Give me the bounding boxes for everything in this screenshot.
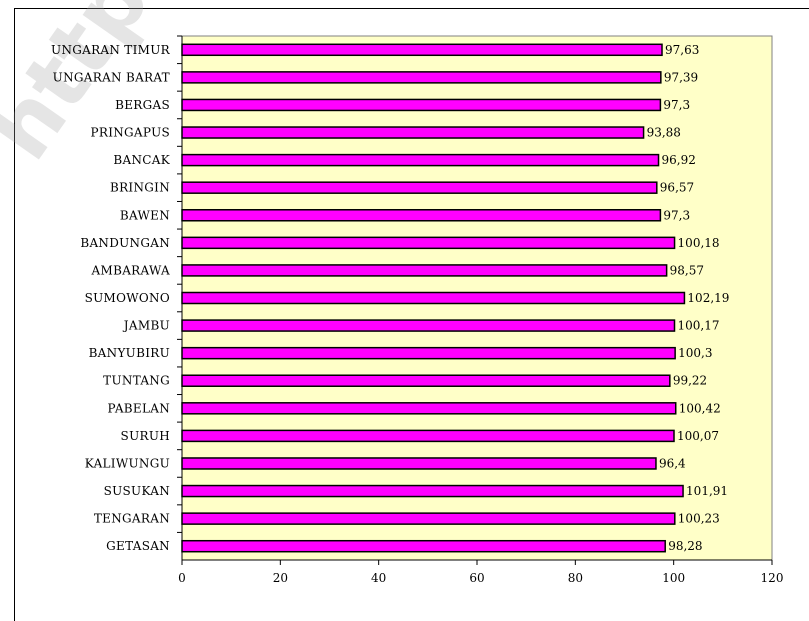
- value-label: 97,3: [663, 208, 690, 222]
- category-label: TENGARAN: [94, 512, 170, 526]
- category-label: GETASAN: [106, 539, 170, 553]
- category-label: BRINGIN: [110, 181, 170, 195]
- value-label: 100,07: [677, 429, 719, 443]
- value-label: 97,39: [664, 70, 698, 84]
- value-label: 96,4: [659, 456, 686, 470]
- x-tick-label: 40: [371, 571, 386, 585]
- category-label: SUSUKAN: [104, 484, 170, 498]
- category-label: TUNTANG: [103, 374, 170, 388]
- category-label: KALIWUNGU: [85, 456, 170, 470]
- category-label: PABELAN: [108, 401, 170, 415]
- category-label: JAMBU: [122, 319, 170, 333]
- category-label: BAWEN: [120, 208, 170, 222]
- bar-ungaran-barat: [181, 71, 662, 84]
- category-label: BANCAK: [113, 153, 170, 167]
- labels-group: UNGARAN TIMUR 97,63 UNGARAN BARAT 97,39 BERG…: [51, 35, 729, 553]
- bar-bringin: [181, 181, 658, 194]
- category-label: BERGAS: [115, 98, 170, 112]
- value-label: 100,42: [679, 401, 721, 415]
- category-label: UNGARAN TIMUR: [51, 43, 171, 57]
- bar-sumowono: [181, 291, 686, 305]
- bar-ambarawa: [181, 264, 668, 277]
- bar-ungaran-timur: [181, 43, 663, 57]
- value-label: 98,28: [668, 539, 702, 553]
- value-label: 101,91: [686, 484, 728, 498]
- bar-tuntang: [181, 374, 671, 387]
- value-label: 100,3: [678, 346, 712, 360]
- bar-bandungan: [181, 236, 676, 250]
- category-label: AMBARAWA: [91, 263, 170, 277]
- category-label: SUMOWONO: [85, 291, 170, 305]
- category-label: BANDUNGAN: [80, 236, 170, 250]
- bar-jambu: [181, 319, 676, 332]
- bar-bancak: [181, 153, 660, 167]
- category-label: PRINGAPUS: [91, 126, 171, 140]
- value-label: 100,17: [678, 319, 720, 333]
- category-label: UNGARAN BARAT: [53, 70, 170, 84]
- bar-pringapus: [181, 126, 645, 139]
- bar-pabelan: [181, 402, 677, 415]
- x-tick-label: 120: [761, 571, 784, 585]
- x-ticks-group: 0 20 40 60 80 100 120: [178, 560, 783, 585]
- x-tick-label: 60: [469, 571, 484, 585]
- bar-banyubiru: [181, 346, 676, 360]
- value-label: 98,57: [670, 263, 704, 277]
- bar-suruh: [181, 429, 675, 443]
- value-label: 100,18: [678, 236, 720, 250]
- category-label: SURUH: [121, 429, 170, 443]
- bar-tengaran: [181, 512, 676, 525]
- value-label: 96,92: [662, 153, 696, 167]
- bar-bergas: [181, 98, 662, 112]
- value-label: 97,3: [663, 98, 690, 112]
- x-tick-label: 80: [568, 571, 583, 585]
- value-label: 99,22: [673, 374, 707, 388]
- category-label: BANYUBIRU: [89, 346, 170, 360]
- x-tick-label: 0: [178, 571, 186, 585]
- bar-bawen: [181, 209, 662, 222]
- bar-getasan: [181, 539, 666, 553]
- value-label: 93,88: [647, 126, 681, 140]
- x-tick-label: 100: [662, 571, 685, 585]
- value-label: 102,19: [687, 291, 729, 305]
- bars-group: [181, 43, 686, 553]
- bar-susukan: [181, 484, 684, 498]
- value-label: 97,63: [665, 43, 699, 57]
- x-tick-label: 20: [273, 571, 288, 585]
- value-label: 100,23: [678, 512, 720, 526]
- value-label: 96,57: [660, 181, 694, 195]
- bar-kaliwungu: [181, 457, 657, 470]
